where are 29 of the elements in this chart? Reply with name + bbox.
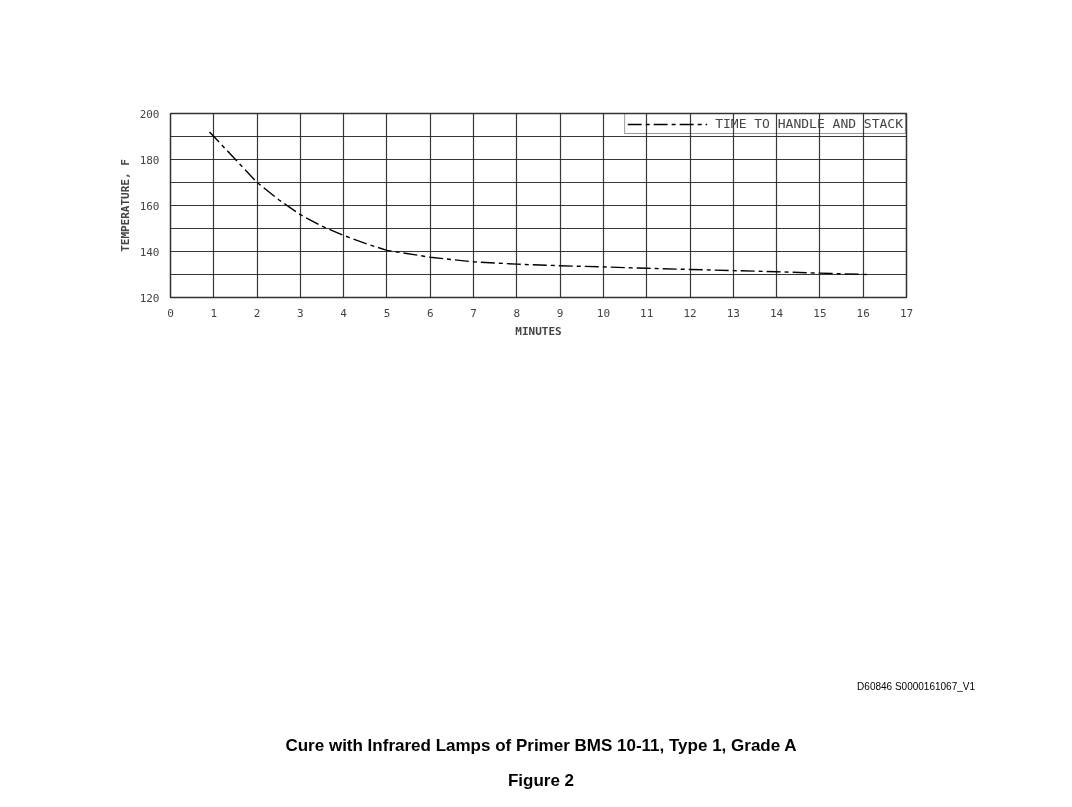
y-tick-label: 140 [139, 245, 160, 259]
x-tick-label: 6 [426, 306, 434, 320]
x-tick-label: 9 [556, 306, 564, 320]
x-tick-label: 13 [726, 306, 740, 320]
x-tick-label: 11 [640, 306, 654, 320]
text: D60846 S0000161067_V1 [857, 680, 975, 694]
y-axis-title: TEMPERATURE, F [118, 159, 132, 252]
x-tick-label: 0 [167, 306, 174, 320]
text: Cure with Infrared Lamps of Primer BMS 10-11, Type 1, Grade A [285, 735, 797, 758]
y-tick-label: 180 [139, 153, 160, 167]
x-tick-label: 8 [513, 306, 521, 320]
x-tick-label: 17 [899, 306, 914, 320]
x-tick-label: 1 [210, 306, 218, 320]
x-tick-label: 5 [383, 306, 391, 320]
x-tick-label: 15 [813, 306, 827, 320]
y-tick-label: 120 [139, 291, 160, 305]
x-tick-label: 3 [297, 306, 304, 320]
x-tick-label: 12 [683, 306, 697, 320]
y-tick-label: 200 [139, 107, 160, 121]
x-tick-label: 7 [470, 306, 477, 320]
x-tick-label: 2 [253, 306, 261, 320]
x-tick-label: 10 [596, 306, 611, 320]
y-tick-label: 160 [139, 199, 160, 213]
x-tick-label: 14 [770, 306, 784, 320]
x-tick-label: 16 [856, 306, 870, 320]
x-axis-title: MINUTES [515, 324, 562, 338]
line-series [208, 131, 869, 276]
x-tick-label: 4 [340, 306, 348, 320]
text: Figure 2 [507, 769, 575, 792]
